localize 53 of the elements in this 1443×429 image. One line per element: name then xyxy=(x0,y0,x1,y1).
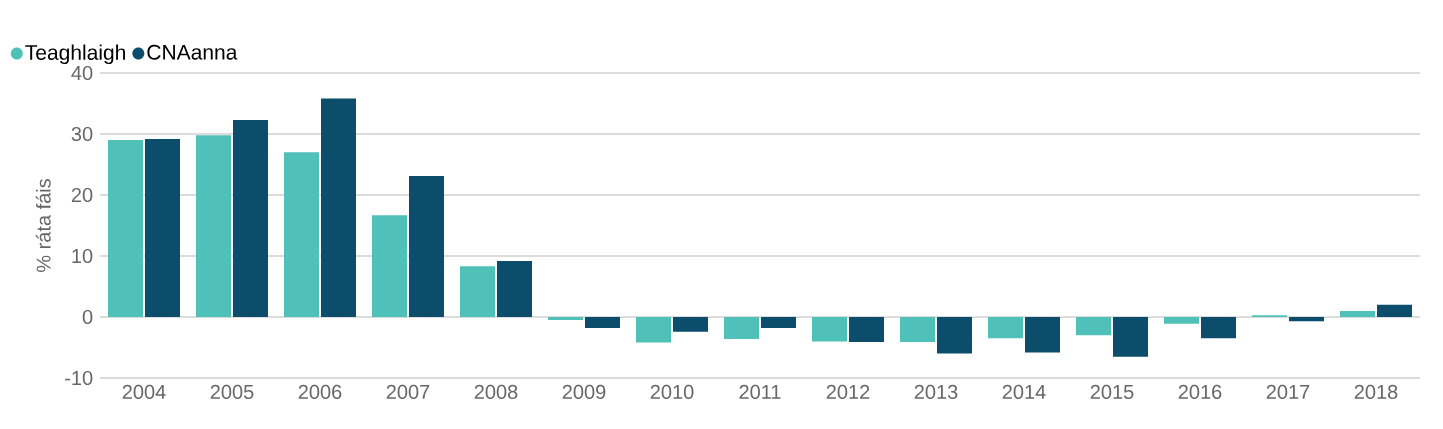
bar xyxy=(145,138,180,317)
bar xyxy=(1376,304,1412,317)
bar xyxy=(988,317,1023,339)
bar xyxy=(1164,317,1199,324)
x-tick-label: 2007 xyxy=(386,384,430,400)
bar xyxy=(196,135,231,317)
x-tick-label: 2006 xyxy=(298,384,342,400)
bar xyxy=(936,317,972,354)
x-tick-label: 2004 xyxy=(122,384,166,400)
y-tick-label: 0 xyxy=(82,309,93,325)
x-tick-label: 2011 xyxy=(739,384,781,400)
y-tick-label: -10 xyxy=(65,370,93,386)
bar xyxy=(848,317,884,343)
y-tick-label: 10 xyxy=(72,248,93,264)
x-tick-label: 2015 xyxy=(1090,384,1134,400)
x-tick-label: 2008 xyxy=(474,384,518,400)
x-tick-label: 2018 xyxy=(1354,384,1398,400)
bar xyxy=(1288,317,1324,322)
legend-label: Teaghlaigh xyxy=(25,44,125,65)
x-tick-label: 2005 xyxy=(210,384,254,400)
y-axis-title: % ráta fáis xyxy=(35,179,51,273)
bar xyxy=(108,140,143,317)
bar xyxy=(585,317,620,328)
bar xyxy=(812,317,847,342)
bar xyxy=(372,215,407,317)
y-tick-label: 40 xyxy=(71,65,93,81)
x-tick-label: 2013 xyxy=(914,384,958,400)
bar xyxy=(321,98,356,317)
bar xyxy=(284,152,319,317)
x-tick-label: 2017 xyxy=(1266,384,1310,400)
y-tick-label: 30 xyxy=(71,126,93,142)
bar xyxy=(760,317,796,328)
bar xyxy=(1340,310,1375,317)
x-tick-label: 2012 xyxy=(826,384,870,400)
bar xyxy=(636,317,671,343)
bar xyxy=(233,119,268,317)
bar xyxy=(460,266,495,317)
bar xyxy=(724,317,759,339)
x-tick-label: 2009 xyxy=(562,384,606,400)
x-tick-label: 2016 xyxy=(1178,384,1222,400)
bar xyxy=(1112,317,1148,357)
bar xyxy=(1024,317,1060,353)
bar xyxy=(1076,317,1111,336)
bar xyxy=(548,317,583,321)
bar xyxy=(1200,317,1236,339)
y-tick-label: 20 xyxy=(71,187,93,203)
x-tick-label: 2010 xyxy=(650,384,694,400)
bar xyxy=(409,176,444,317)
legend-label: CNAanna xyxy=(147,44,238,60)
x-tick-label: 2014 xyxy=(1002,384,1046,400)
bar xyxy=(673,317,708,332)
bar xyxy=(497,260,532,317)
bar xyxy=(900,317,935,343)
